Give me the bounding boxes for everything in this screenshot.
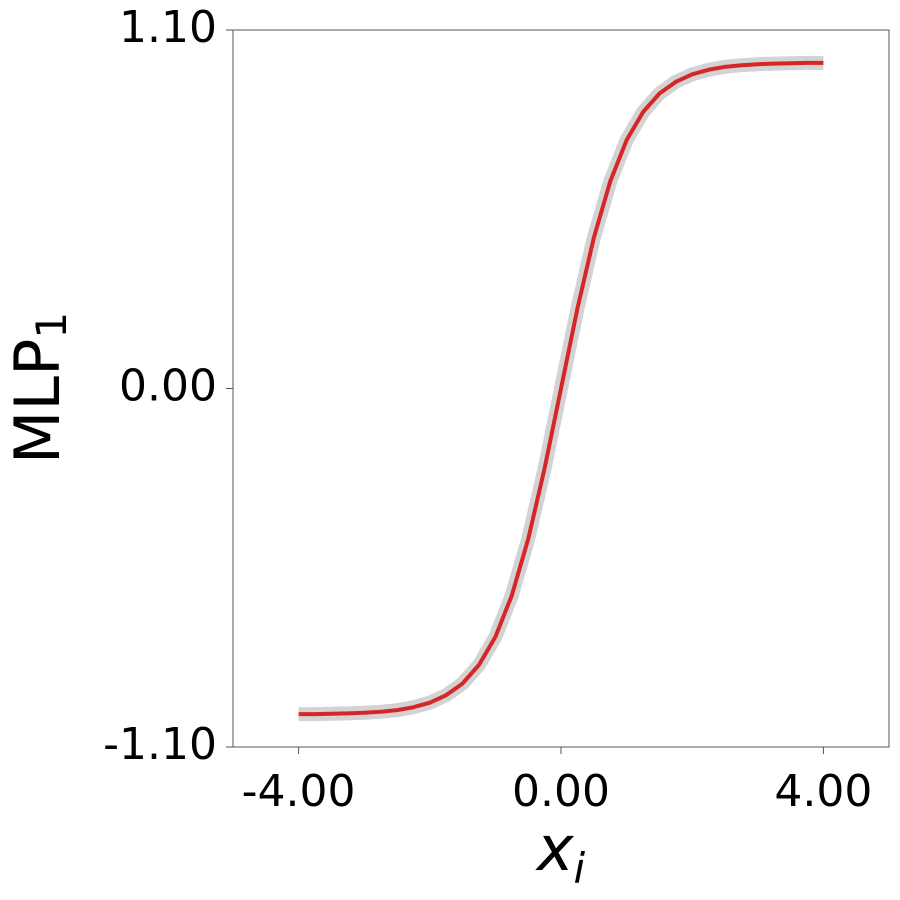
line-series: [298, 60, 824, 717]
y-axis-label: MLP1: [1, 312, 75, 464]
x-axis-label: xi: [535, 812, 586, 892]
x-tick-label: 0.00: [512, 766, 610, 817]
x-tick-label: 4.00: [774, 766, 872, 817]
x-axis-label-main: x: [535, 812, 575, 885]
y-tick-label: 1.10: [119, 2, 217, 53]
y-tick-label: 0.00: [119, 361, 217, 412]
x-axis-label-sub: i: [574, 844, 586, 893]
y-axis-label-sub: 1: [27, 312, 76, 339]
y-axis-label-main: MLP: [1, 339, 74, 464]
x-tick-label: -4.00: [242, 766, 356, 817]
y-tick-label: -1.10: [103, 719, 217, 770]
